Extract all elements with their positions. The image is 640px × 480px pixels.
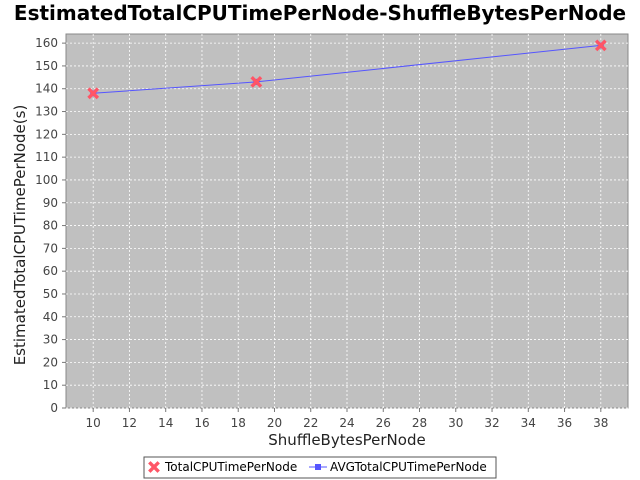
x-axis-ticks: 10 12 14 16 18 20 22 24 26 28 30 32 34 36 38 xyxy=(86,408,608,430)
y-tick-label: 30 xyxy=(43,333,58,347)
y-tick-label: 80 xyxy=(43,219,58,233)
chart-title: EstimatedTotalCPUTimePerNode-ShuffleByte… xyxy=(14,1,626,25)
x-tick-label: 20 xyxy=(267,416,282,430)
data-point-total-cpu-time xyxy=(250,75,263,88)
data-point-total-cpu-time xyxy=(594,39,607,52)
x-tick-label: 22 xyxy=(303,416,318,430)
y-tick-label: 40 xyxy=(43,310,58,324)
y-tick-label: 150 xyxy=(35,59,58,73)
y-tick-label: 0 xyxy=(50,401,58,415)
plot-area xyxy=(65,33,629,409)
x-tick-label: 24 xyxy=(339,416,354,430)
y-tick-label: 100 xyxy=(35,173,58,187)
y-axis-label: EstimatedTotalCPUTimePerNode(s) xyxy=(11,105,29,366)
x-axis-label: ShuffleBytesPerNode xyxy=(268,431,425,449)
x-tick-label: 38 xyxy=(593,416,608,430)
legend-marker-avg-total-cpu-time xyxy=(315,464,321,470)
x-tick-label: 32 xyxy=(484,416,499,430)
x-tick-label: 30 xyxy=(448,416,463,430)
series-layer xyxy=(87,39,607,100)
x-tick-label: 28 xyxy=(412,416,427,430)
y-tick-label: 50 xyxy=(43,287,58,301)
legend-marker-total-cpu-time xyxy=(148,461,160,473)
y-tick-label: 130 xyxy=(35,105,58,119)
x-tick-label: 16 xyxy=(194,416,209,430)
data-point-total-cpu-time xyxy=(87,87,100,100)
x-tick-label: 12 xyxy=(122,416,137,430)
y-axis-ticks: 0 10 20 30 40 50 60 70 80 90 100 110 120 130 140 150 160 xyxy=(35,36,66,415)
y-tick-label: 140 xyxy=(35,82,58,96)
grid-lines xyxy=(66,34,628,409)
y-tick-label: 110 xyxy=(35,150,58,164)
x-tick-label: 26 xyxy=(376,416,391,430)
y-tick-label: 10 xyxy=(43,378,58,392)
x-tick-label: 34 xyxy=(521,416,536,430)
y-tick-label: 60 xyxy=(43,264,58,278)
legend-label-total-cpu-time: TotalCPUTimePerNode xyxy=(164,460,297,474)
legend: TotalCPUTimePerNode AVGTotalCPUTimePerNod… xyxy=(143,456,497,479)
legend-label-avg-total-cpu-time: AVGTotalCPUTimePerNode xyxy=(330,460,487,474)
x-tick-label: 18 xyxy=(231,416,246,430)
y-tick-label: 90 xyxy=(43,196,58,210)
y-tick-label: 160 xyxy=(35,36,58,50)
x-tick-label: 36 xyxy=(557,416,572,430)
y-tick-label: 120 xyxy=(35,127,58,141)
y-tick-label: 70 xyxy=(43,241,58,255)
y-tick-label: 20 xyxy=(43,355,58,369)
x-tick-label: 14 xyxy=(158,416,173,430)
x-tick-label: 10 xyxy=(86,416,101,430)
